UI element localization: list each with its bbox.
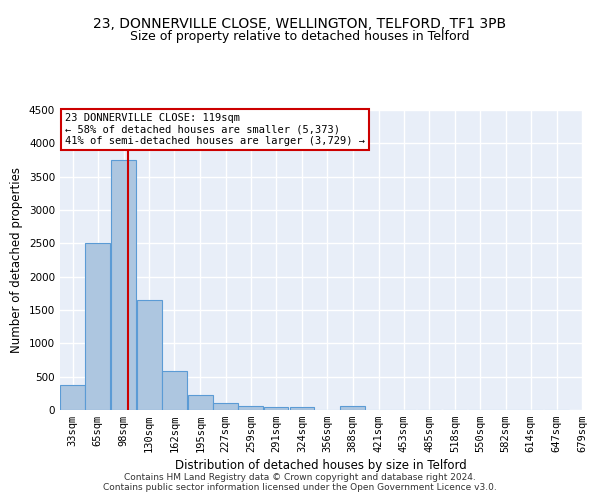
- Bar: [162, 370, 187, 410]
- Y-axis label: Number of detached properties: Number of detached properties: [10, 167, 23, 353]
- Bar: [340, 406, 365, 410]
- Bar: [112, 160, 136, 410]
- Text: 23 DONNERVILLE CLOSE: 119sqm
← 58% of detached houses are smaller (5,373)
41% of: 23 DONNERVILLE CLOSE: 119sqm ← 58% of de…: [65, 113, 365, 146]
- Text: Size of property relative to detached houses in Telford: Size of property relative to detached ho…: [130, 30, 470, 43]
- Text: 23, DONNERVILLE CLOSE, WELLINGTON, TELFORD, TF1 3PB: 23, DONNERVILLE CLOSE, WELLINGTON, TELFO…: [94, 18, 506, 32]
- Bar: [263, 407, 289, 410]
- Bar: [85, 244, 110, 410]
- Bar: [238, 406, 263, 410]
- Text: Contains HM Land Registry data © Crown copyright and database right 2024.
Contai: Contains HM Land Registry data © Crown c…: [103, 473, 497, 492]
- Bar: [188, 396, 213, 410]
- Bar: [290, 408, 314, 410]
- Bar: [137, 300, 161, 410]
- X-axis label: Distribution of detached houses by size in Telford: Distribution of detached houses by size …: [175, 460, 467, 472]
- Bar: [213, 403, 238, 410]
- Bar: [60, 386, 85, 410]
